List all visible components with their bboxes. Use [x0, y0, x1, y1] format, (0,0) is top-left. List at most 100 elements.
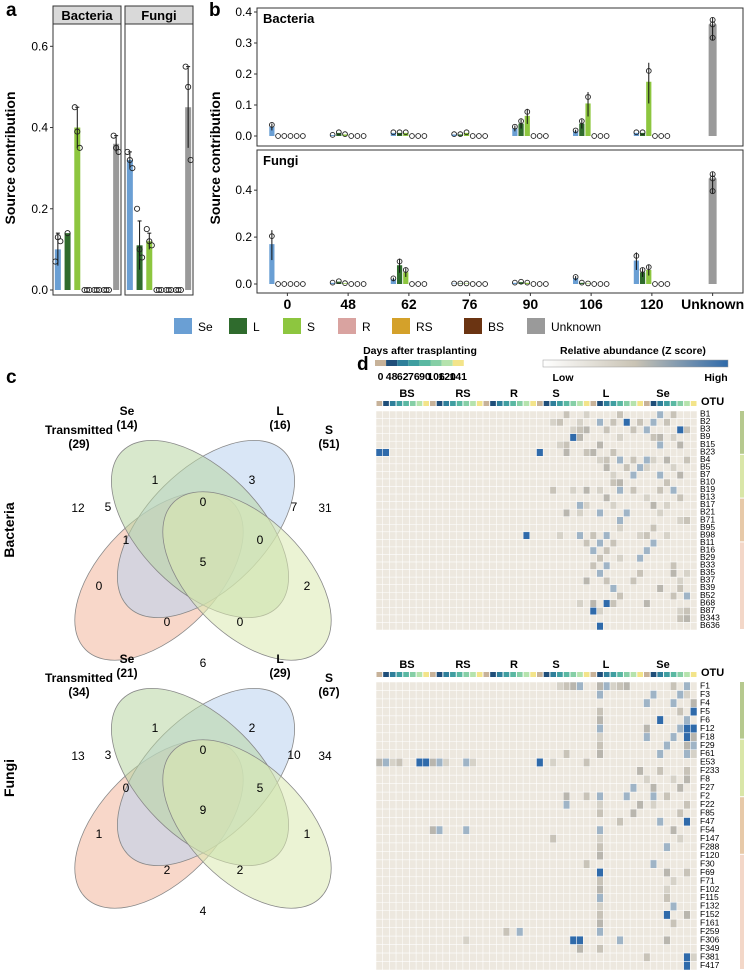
fungi-heatmap-cell [663, 952, 671, 962]
fungi-heatmap-cell [502, 757, 510, 767]
bacteria-heatmap-cell [496, 501, 504, 510]
bacteria-heatmap-cell [422, 463, 430, 472]
bacteria-heatmap-cell [576, 607, 584, 616]
fungi-heatmap-cell [596, 757, 604, 767]
fungi-heatmap-cell [469, 834, 477, 844]
fungi-heatmap-day-annotation [516, 672, 523, 677]
bacteria-heatmap-cell [556, 607, 564, 616]
fungi-heatmap-cell [542, 766, 551, 776]
panel-b-point [536, 281, 543, 287]
panel-a-point [148, 242, 155, 249]
fungi-heatmap-cell [395, 952, 403, 962]
fungi-heatmap-row-label: F71 [700, 875, 715, 885]
bacteria-heatmap-cell [670, 425, 678, 434]
bacteria-heatmap-cell [496, 463, 504, 472]
bacteria-heatmap-cell [415, 456, 424, 465]
bacteria-heatmap-cell [375, 569, 383, 578]
bacteria-heatmap-cell [449, 591, 457, 601]
bacteria-heatmap-cell [415, 607, 424, 616]
fungi-heatmap-cell [382, 698, 390, 708]
bacteria-heatmap-cell [670, 554, 678, 563]
bacteria-heatmap-cell [609, 622, 617, 631]
bacteria-heatmap-cell [402, 448, 410, 457]
fungi-heatmap-cell [469, 842, 477, 852]
bacteria-heatmap-cell [676, 425, 684, 434]
fungi-heatmap-cell [389, 681, 397, 691]
fungi-heatmap-cell [623, 825, 631, 835]
bacteria-heatmap-cell [482, 478, 490, 487]
bacteria-heatmap-cell [462, 410, 470, 419]
bacteria-heatmap-day-annotation [603, 401, 610, 406]
bacteria-heatmap-cell [636, 433, 644, 442]
fungi-heatmap-cell [522, 690, 531, 700]
fungi-heatmap-cell [690, 901, 698, 911]
fungi-heatmap-cell [643, 893, 651, 903]
bacteria-heatmap-cell [429, 561, 437, 570]
bacteria-heatmap-cell [690, 478, 698, 487]
fungi-heatmap-cell [389, 783, 397, 793]
bacteria-heatmap-cell [402, 516, 410, 525]
fungi-heatmap-cell [522, 741, 531, 751]
fungi-heatmap-cell [482, 732, 490, 742]
fungi-heatmap-cell [616, 732, 624, 742]
bacteria-heatmap-cell [583, 501, 591, 510]
fungi-heatmap-cell [576, 952, 584, 962]
fungi-heatmap-cell [576, 698, 584, 708]
fungi-heatmap-cell [636, 724, 644, 734]
fungi-heatmap-cell [375, 910, 383, 920]
bacteria-heatmap-cell [509, 440, 517, 450]
fungi-heatmap-cell [623, 834, 631, 844]
fungi-heatmap-cell [596, 817, 604, 827]
bacteria-heatmap-cell [636, 607, 644, 616]
bacteria-heatmap-cell [576, 584, 584, 593]
fungi-heatmap-cell [623, 707, 631, 717]
panel-b-bar-L [639, 272, 646, 284]
bacteria-heatmap-cell [569, 471, 577, 480]
fungi-heatmap-cell [435, 749, 444, 759]
bacteria-heatmap-row-label: B52 [700, 590, 715, 600]
fungi-heatmap-cell [623, 842, 631, 852]
fungi-heatmap-day-annotation [623, 672, 630, 677]
panel-a-bar-Unknown [113, 143, 120, 290]
bacteria-heatmap-cell [489, 425, 497, 434]
bacteria-heatmap-day-annotation [690, 401, 697, 406]
bacteria-heatmap-cell [583, 531, 591, 540]
bacteria-heatmap-cell [656, 554, 664, 563]
bacteria-heatmap-cell [476, 622, 484, 631]
fungi-heatmap-cell [496, 724, 504, 734]
fungi-heatmap-cell [482, 715, 490, 725]
fungi-heatmap-cell [683, 707, 691, 717]
fungi-heatmap-cell [623, 952, 631, 962]
fungi-heatmap-cell [576, 901, 584, 911]
bacteria-heatmap-cell [435, 607, 444, 616]
bacteria-heatmap-cell [536, 486, 544, 495]
fungi-heatmap-cell [536, 791, 544, 801]
fungi-heatmap-cell [476, 944, 484, 954]
bacteria-heatmap-cell [402, 554, 410, 563]
fungi-heatmap-cell [623, 876, 631, 886]
bacteria-heatmap-cell [502, 433, 510, 442]
fungi-heatmap-cell [422, 834, 430, 844]
fungi-heatmap-cell [469, 698, 477, 708]
panel-a-point [64, 230, 71, 237]
fungi-heatmap-day-annotation [684, 672, 690, 677]
bacteria-heatmap-cell [576, 569, 584, 578]
bacteria-heatmap-cell [589, 524, 597, 533]
fungi-heatmap-cell [449, 825, 457, 835]
fungi-heatmap-cell [589, 800, 597, 810]
bacteria-heatmap-cell [656, 584, 664, 593]
fungi-heatmap-cell [536, 859, 544, 869]
panel-b-y-tick: 0.2 [235, 67, 252, 81]
bacteria-heatmap-cell [429, 486, 437, 495]
fungi-heatmap-cell [670, 707, 678, 717]
fungi-heatmap-cell [496, 825, 504, 835]
fungi-heatmap-cell [569, 825, 577, 835]
fungi-heatmap-row-label: F22 [700, 799, 715, 809]
panel-b-bar-L [336, 281, 342, 284]
fungi-heatmap-cell [402, 842, 410, 852]
fungi-heatmap-cell [476, 825, 484, 835]
bacteria-heatmap-cell [402, 539, 410, 548]
fungi-heatmap-cell [389, 749, 397, 759]
fungi-heatmap-cell [415, 817, 424, 827]
